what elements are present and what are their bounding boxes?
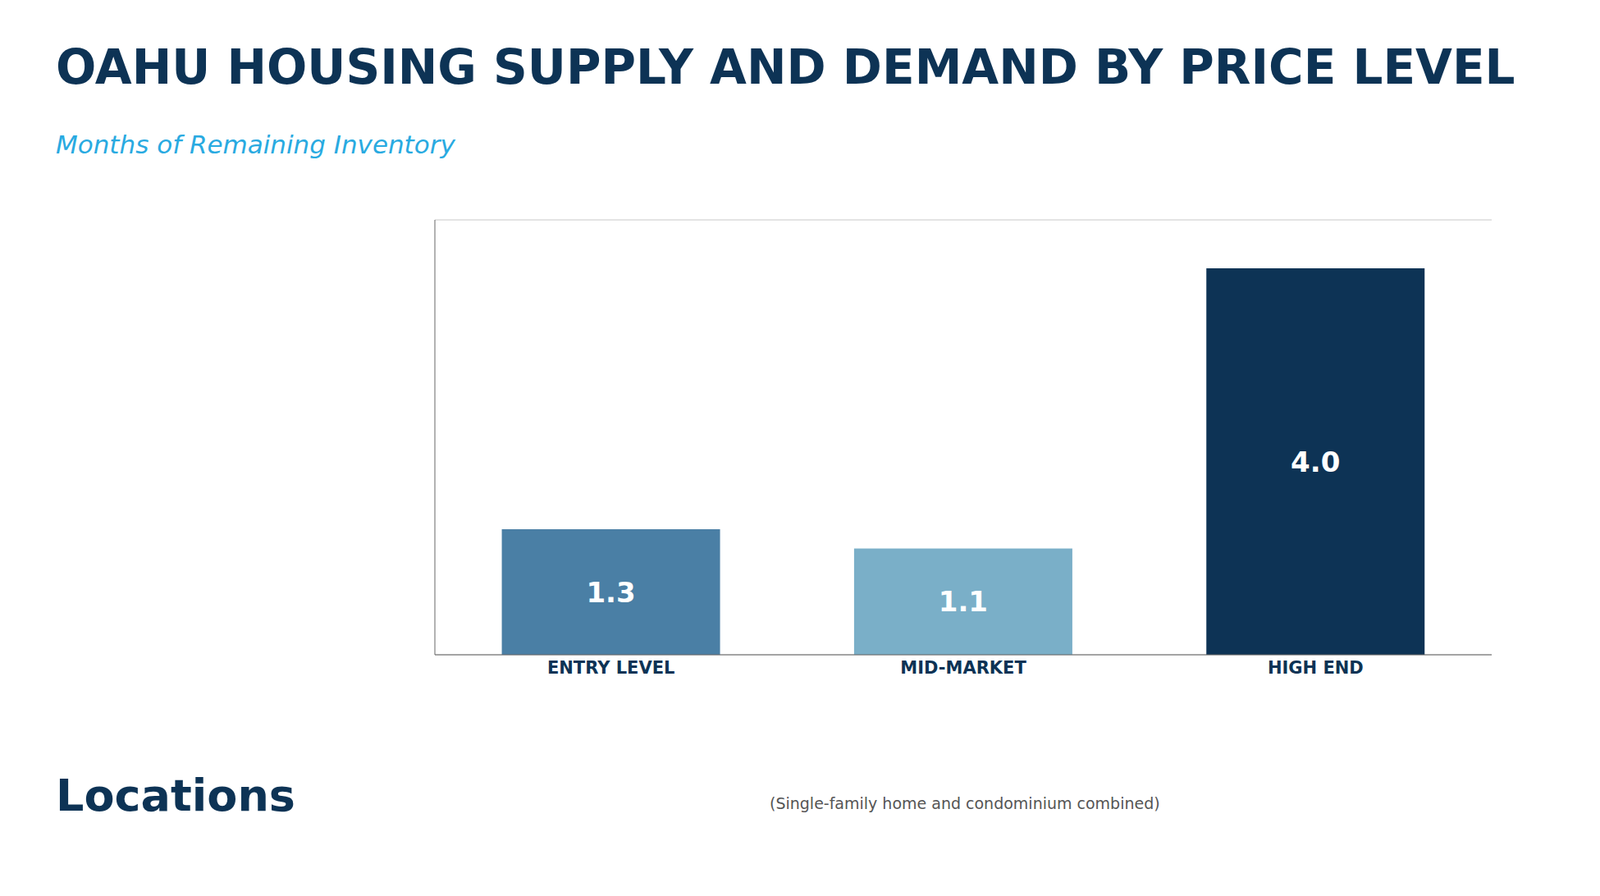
svg-text:HIGH END: HIGH END (1267, 658, 1364, 678)
svg-text:ENTRY LEVEL: ENTRY LEVEL (547, 658, 676, 678)
svg-text:1.1: 1.1 (938, 585, 988, 618)
html-text:Months of Remaining Inventory: Months of Remaining Inventory (55, 129, 456, 160)
html-text:OAHU HOUSING SUPPLY AND DEMAND: OAHU HOUSING SUPPLY AND DEMAND BY PRICE … (55, 39, 1516, 96)
svg-text:1.3: 1.3 (585, 576, 636, 609)
svg-text:4.0: 4.0 (1290, 445, 1340, 479)
html-text:(Single-family home and condom: (Single-family home and condominium comb… (769, 794, 1160, 813)
svg-text:MID-MARKET: MID-MARKET (900, 658, 1027, 678)
html-text:Locations: Locations (55, 769, 296, 822)
